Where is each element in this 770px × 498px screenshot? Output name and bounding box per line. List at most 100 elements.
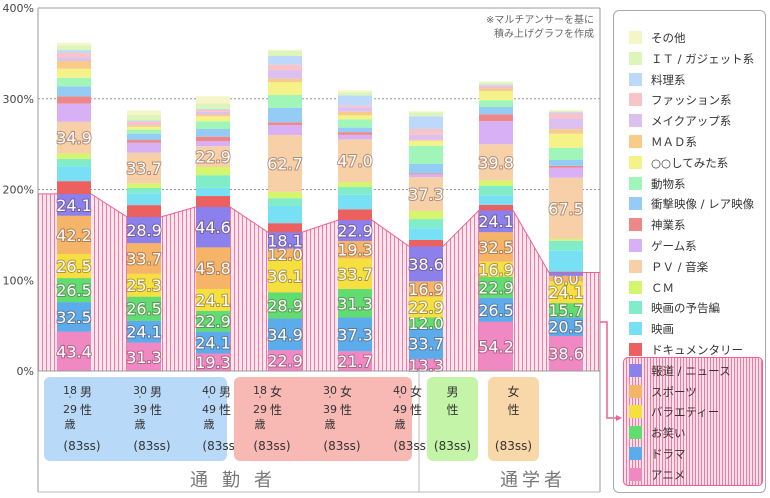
bar-segment (268, 122, 302, 125)
age-range: 40 ' 49 歳 (202, 384, 216, 431)
category-label: 男性 (83ss) (423, 377, 483, 461)
bar-segment (409, 173, 443, 175)
bar-segment (549, 118, 583, 130)
bar-segment (268, 292, 302, 319)
bar-segment (549, 335, 583, 371)
bar-segment (57, 278, 91, 303)
bar-segment (338, 139, 372, 183)
data-label: 37.3 (337, 325, 373, 344)
bar-segment (57, 60, 91, 69)
bar-segment (268, 350, 302, 371)
age-from: 40 (202, 384, 216, 397)
bar-segment (479, 204, 513, 211)
bar-segment (127, 140, 161, 143)
bar-segment (268, 205, 302, 224)
data-label: 42.2 (56, 226, 92, 245)
bar-segment (549, 110, 583, 112)
data-label: 32.5 (56, 308, 92, 327)
legend-swatch (629, 467, 642, 481)
legend-label: ＭＡＤ系 (651, 135, 697, 149)
category-label: 18 ' 29 歳女性 (83ss) (242, 377, 302, 461)
bar-segment (479, 321, 513, 371)
bar-segment (409, 228, 443, 240)
bar-segment (549, 238, 583, 241)
bar-segment (409, 239, 443, 247)
bar-segment (479, 88, 513, 92)
data-label: 31.3 (337, 294, 373, 313)
age-unit: 歳 (64, 418, 76, 431)
gender: 男性 (80, 385, 93, 417)
legend-swatch (629, 176, 642, 190)
bar-segment (196, 353, 230, 371)
legend-swatch (629, 384, 642, 398)
bar-segment (409, 317, 443, 329)
bar-segment (127, 296, 161, 321)
legend-label: ＩＴ / ガジェット系 (651, 51, 755, 66)
y-tick-label: 300% (3, 93, 34, 106)
bar-segment (338, 119, 372, 128)
age-to: 49 (202, 403, 216, 416)
data-label: 28.9 (267, 296, 303, 315)
legend-label: 衝撃映像 / レア映像 (651, 197, 755, 212)
note-line-1: ※マルチアンサーを基に (486, 15, 594, 26)
bar-segment (57, 103, 91, 122)
data-label: 33.7 (408, 335, 444, 354)
bar-segment (549, 317, 583, 336)
bar-segment (57, 42, 91, 46)
legend-swatch (629, 197, 642, 211)
bar-segment (338, 95, 372, 106)
bar-segment (479, 84, 513, 86)
legend-swatch (629, 322, 642, 336)
bar-segment (549, 272, 583, 276)
legend-label: 神業系 (651, 218, 686, 233)
legend-label: スポーツ (651, 384, 697, 399)
bar-segment (268, 259, 302, 293)
legend-label: 料理系 (651, 72, 686, 87)
bar-segment (409, 116, 443, 129)
bar-segment (196, 111, 230, 115)
bar-segment (196, 288, 230, 311)
category-label: 40 ' 49 歳女性 (83ss) (382, 377, 442, 461)
data-label: 34.9 (267, 325, 303, 344)
data-label: 39.8 (478, 153, 514, 172)
bar-segment (338, 182, 372, 188)
legend-swatch (629, 363, 642, 377)
legend-label: ＣＭ (651, 280, 674, 295)
bar-segment (479, 81, 513, 83)
category-group-box: 男性 (83ss) (427, 377, 478, 461)
y-tick-label: 200% (3, 184, 34, 197)
bar-segment (549, 275, 583, 282)
bar-segment (268, 223, 302, 233)
data-label: 22.9 (195, 148, 231, 167)
bar-segment (127, 193, 161, 206)
data-label: 24.1 (548, 283, 584, 302)
bar-segment (196, 331, 230, 354)
bar-segment (196, 121, 230, 129)
data-label: 26.5 (126, 300, 162, 319)
bar-segment (57, 86, 91, 97)
legend-swatch (629, 135, 642, 148)
bar-segment (196, 175, 230, 188)
data-label: 25.3 (126, 276, 162, 295)
category-label: 18 ' 29 歳男性 (83ss) (52, 377, 112, 461)
data-label: 22.9 (408, 298, 444, 317)
bar-segment (127, 125, 161, 127)
gender: 女性 (270, 385, 283, 417)
bar-segment (479, 82, 513, 85)
bar-segment (479, 91, 513, 101)
bar-segment (479, 87, 513, 89)
legend: その他 ＩＴ / ガジェット系 料理系 ファッション系 メイクアップ系 ＭＡＤ系 ○○してみ… (613, 10, 766, 493)
data-label: 21.7 (337, 352, 373, 371)
legend-label: 報道 / ニュース (651, 363, 731, 378)
bar-segment (127, 187, 161, 194)
legend-highlight-box (623, 357, 763, 486)
bar-segment (127, 183, 161, 188)
data-label: 24.1 (126, 323, 162, 342)
bar-segment (127, 120, 161, 122)
data-label: 12.0 (408, 314, 444, 333)
legend-label: 映画 (651, 322, 674, 337)
bar-segment (268, 51, 302, 57)
bar-segment (338, 317, 372, 352)
age-range: 30 ' 39 歳 (323, 384, 337, 431)
bar-segment (268, 56, 302, 65)
